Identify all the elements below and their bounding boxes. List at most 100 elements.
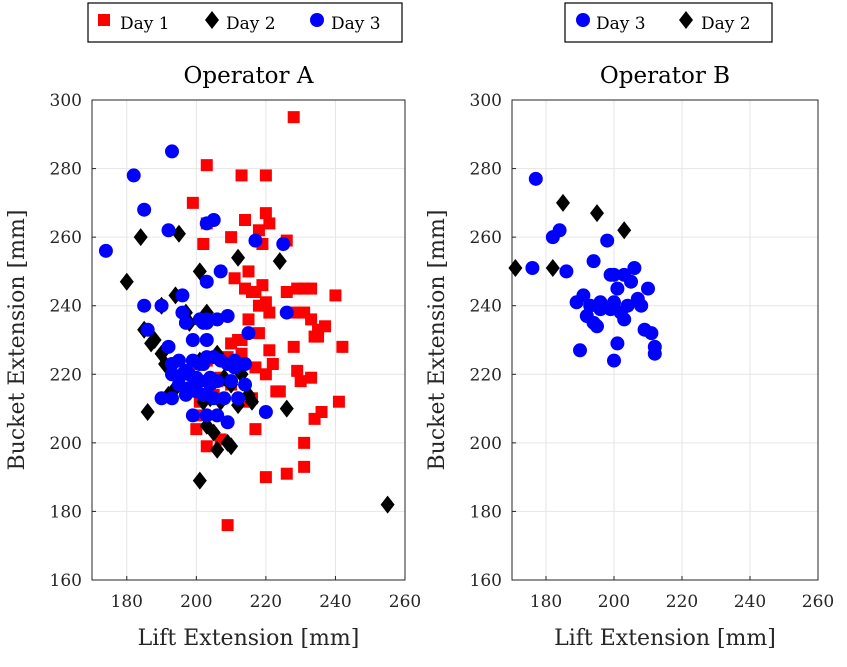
day-3-point [137, 298, 152, 313]
day-3-point [137, 202, 152, 217]
day-3-point [206, 391, 221, 406]
day-3-point [126, 168, 141, 183]
day-3-point [607, 267, 621, 282]
day-3-point [161, 223, 176, 238]
x-tick-label: 200 [598, 592, 630, 612]
day-1-point [186, 196, 199, 209]
legend-a-day2-label: Day 2 [226, 14, 276, 34]
legend-b-day2-marker [679, 11, 693, 29]
y-axis-label-a: Bucket Extension [mm] [5, 210, 30, 471]
day-1-point [249, 361, 262, 374]
y-tick-label: 220 [470, 365, 502, 385]
day-3-point [199, 274, 214, 289]
day-1-point [280, 286, 293, 298]
y-tick-label: 240 [470, 297, 502, 317]
day-3-point [98, 243, 113, 258]
day-3-point [248, 233, 263, 248]
x-tick-label: 200 [180, 592, 212, 612]
day-3-point [528, 171, 543, 186]
legend-a-day3-label: Day 3 [331, 14, 381, 34]
day-3-point [617, 312, 632, 327]
y-tick-label: 280 [50, 160, 82, 180]
day-2-point [119, 272, 134, 291]
day-1-point [270, 385, 283, 398]
legend-b-box [564, 2, 773, 43]
day-2-point [192, 471, 207, 490]
day-3-point [238, 357, 253, 371]
day-1-point [329, 289, 342, 302]
legend-b-day3-label: Day 3 [596, 14, 646, 34]
y-tick-label: 200 [50, 434, 82, 454]
day-1-point [235, 169, 248, 182]
y-tick-label: 280 [470, 160, 502, 180]
plot-frame [91, 99, 406, 581]
data-points [508, 171, 662, 368]
day-2-point [545, 259, 560, 277]
day-2-point [279, 399, 294, 418]
day-1-point [242, 313, 255, 326]
day-3-point [206, 350, 221, 365]
day-3-point [220, 415, 235, 430]
x-axis-label-b: Lift Extension [mm] [554, 626, 776, 651]
day-1-point [294, 375, 307, 388]
day-3-point [175, 288, 190, 303]
day-3-point [610, 281, 625, 296]
day-3-point [220, 309, 235, 323]
y-tick-label: 220 [50, 365, 82, 385]
day-2-point [380, 495, 395, 514]
panel-operator-b: 180 200 220 240 260160180200220240260280300 … [425, 63, 834, 651]
day-1-point [298, 436, 311, 449]
x-tick-label: 240 [319, 592, 351, 612]
x-tick-label: 220 [666, 592, 698, 612]
day-3-point [213, 264, 228, 279]
day-3-point [607, 353, 621, 368]
day-1-point [259, 296, 272, 309]
day-3-point [525, 261, 540, 275]
day-2-point [140, 403, 155, 421]
day-3-point [199, 333, 214, 347]
day-3-point [199, 216, 214, 231]
day-1-point [263, 344, 276, 357]
day-3-point [279, 305, 294, 320]
day-3-point [276, 237, 291, 251]
day-3-point [576, 288, 591, 303]
day-2-point [617, 221, 632, 240]
day-1-point [200, 159, 213, 172]
day-1-point [252, 327, 265, 340]
day-3-point [210, 408, 225, 423]
day-1-point [245, 286, 258, 298]
day-3-point [644, 326, 659, 341]
y-tick-label: 200 [470, 434, 502, 454]
y-tick-label: 160 [470, 571, 502, 591]
day-3-point [610, 336, 625, 351]
x-tick-label: 260 [802, 592, 834, 612]
day-3-point [203, 377, 218, 392]
day-3-point [217, 391, 232, 406]
plot-title-b: Operator B [600, 63, 730, 89]
day-3-point [600, 233, 615, 248]
day-3-point [647, 339, 662, 354]
day-3-point [224, 374, 239, 389]
legend-b-day3-marker [576, 13, 590, 27]
day-1-point [263, 306, 276, 319]
day-3-point [154, 298, 169, 313]
day-3-point [241, 326, 256, 341]
day-1-point [298, 460, 311, 473]
day-3-point [573, 343, 587, 358]
legend-operator-b: Day 3 Day 2 [564, 2, 773, 43]
x-tick-label: 220 [250, 592, 282, 612]
y-axis-label-b: Bucket Extension [mm] [425, 210, 450, 471]
day-1-point [263, 217, 276, 230]
plot-frame [511, 99, 819, 581]
data-points [98, 111, 395, 532]
x-axis-label-a: Lift Extension [mm] [138, 626, 360, 651]
day-2-point [210, 440, 225, 459]
y-tick-label: 160 [50, 571, 82, 591]
day-3-point [238, 377, 253, 392]
day-1-point [259, 368, 272, 381]
day-3-point [559, 264, 574, 279]
x-tick-label: 260 [389, 592, 421, 612]
day-3-point [545, 230, 560, 245]
day-1-point [259, 471, 272, 484]
day-1-point [305, 313, 318, 326]
